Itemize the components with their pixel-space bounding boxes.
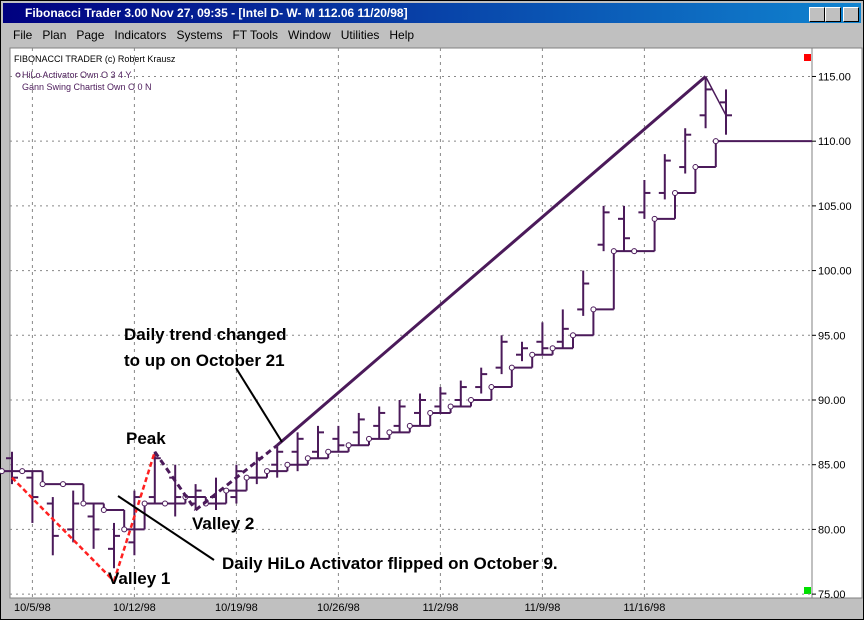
axis-panel <box>811 47 863 599</box>
hilo-point <box>610 248 617 255</box>
y-tick-label: 85.00 <box>818 460 846 472</box>
hilo-point <box>692 164 699 171</box>
legend-text: Gann Swing Chartist Own O 0 N <box>22 82 152 92</box>
maximize-button[interactable] <box>825 7 841 22</box>
hilo-point <box>366 435 372 442</box>
indicator <box>804 54 811 61</box>
pointer <box>235 367 283 443</box>
swing-line <box>704 76 727 116</box>
hilo-point <box>386 429 393 436</box>
legend-icon <box>15 72 21 78</box>
pointer <box>117 495 215 561</box>
annotation: Daily trend changed <box>124 325 286 344</box>
hilo-point <box>243 474 250 481</box>
indicator <box>804 587 811 594</box>
menu-item[interactable]: Plan <box>42 28 67 42</box>
hilo-point <box>529 351 536 358</box>
minimize-button[interactable] <box>809 7 825 22</box>
annotation: Valley 1 <box>108 569 170 588</box>
menu-item[interactable]: Window <box>288 28 331 42</box>
annotation: Peak <box>126 429 166 448</box>
hilo-point <box>19 468 26 475</box>
hilo-point <box>141 500 148 507</box>
title-bar: Fibonacci Trader 3.00 Nov 27, 09:35 - [I… <box>3 3 861 23</box>
hilo-point <box>264 468 270 475</box>
hilo-point <box>427 409 434 416</box>
hilo-point <box>60 481 66 488</box>
hilo-point <box>508 364 515 371</box>
y-tick-label: 80.00 <box>818 524 846 536</box>
menu-item[interactable]: Systems <box>176 28 223 42</box>
x-tick-label: 10/26/98 <box>317 602 360 614</box>
menu-item[interactable]: Page <box>76 28 105 42</box>
y-tick-label: 75.00 <box>818 589 846 601</box>
hilo-point <box>570 332 576 339</box>
hilo-point <box>223 487 230 494</box>
hilo-point <box>590 306 597 313</box>
hilo-point <box>162 500 168 507</box>
hilo-point <box>0 468 5 475</box>
legend-text: HiLo Activator Own O 3 4 Y <box>22 70 131 80</box>
hilo-point <box>325 448 332 455</box>
daily-swing-line <box>11 476 115 583</box>
y-tick-label: 95.00 <box>818 330 846 342</box>
annotation: Daily HiLo Activator flipped on October … <box>222 554 558 573</box>
daily-swing-line <box>112 451 156 582</box>
hilo-point <box>651 215 658 222</box>
hilo-point <box>345 442 352 449</box>
menu-item[interactable]: Help <box>389 28 415 42</box>
hilo-point <box>447 403 454 410</box>
legend-text: FIBONACCI TRADER (c) Robert Krausz <box>14 54 176 64</box>
annotation: to up on October 21 <box>124 351 285 370</box>
hilo-point <box>672 189 678 196</box>
plot-area <box>9 47 813 599</box>
y-tick-label: 115.00 <box>818 71 851 83</box>
y-tick-label: 100.00 <box>818 266 852 278</box>
x-tick-label: 11/2/98 <box>422 602 458 614</box>
hilo-point <box>488 384 495 391</box>
y-tick-label: 90.00 <box>818 395 846 407</box>
hilo-point <box>121 526 128 533</box>
menu-item[interactable]: File <box>13 28 33 42</box>
hilo-point <box>80 500 87 507</box>
hilo-point <box>549 345 556 352</box>
hilo-point <box>631 248 638 255</box>
menu-item[interactable]: Indicators <box>114 28 167 42</box>
menu-item[interactable]: FT Tools <box>232 28 279 42</box>
hilo-point <box>39 481 46 488</box>
x-tick-label: 10/5/98 <box>14 602 51 614</box>
menu-bar: File Plan Page Indicators Systems FT Tools Win… <box>3 25 861 45</box>
close-button[interactable] <box>843 7 859 22</box>
swing-line <box>276 75 707 447</box>
swing-line <box>194 444 279 512</box>
window-title: Fibonacci Trader 3.00 Nov 27, 09:35 - [I… <box>25 6 408 20</box>
hilo-point <box>712 138 719 145</box>
annotation: Valley 2 <box>192 514 254 533</box>
x-tick-label: 10/12/98 <box>113 602 156 614</box>
hilo-point <box>100 507 107 513</box>
x-tick-label: 11/16/98 <box>623 602 665 614</box>
swing-line <box>153 450 197 511</box>
hilo-point <box>284 461 291 468</box>
menu-item[interactable]: Utilities <box>340 28 380 42</box>
x-tick-label: 11/9/98 <box>524 602 560 614</box>
hilo-point <box>406 422 413 429</box>
y-tick-label: 105.00 <box>818 201 852 213</box>
x-tick-label: 10/19/98 <box>215 602 258 614</box>
hilo-point <box>468 397 474 403</box>
y-tick-label: 110.00 <box>818 136 851 148</box>
hilo-point <box>304 455 311 462</box>
